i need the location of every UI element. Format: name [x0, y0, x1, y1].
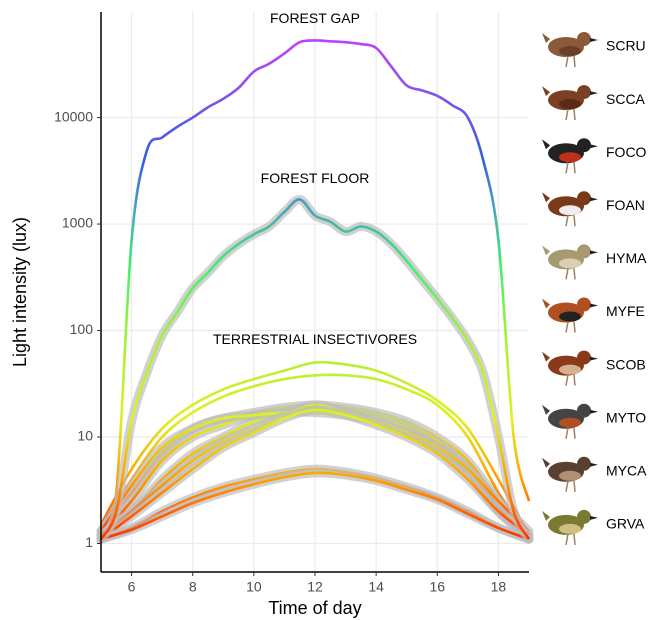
- y-tick-label: 1000: [62, 215, 93, 231]
- species-label: FOAN: [606, 197, 645, 213]
- bird-icon: [542, 509, 598, 546]
- bird-icon: [542, 85, 598, 121]
- annotation: FOREST GAP: [270, 10, 360, 26]
- line: [99, 198, 531, 540]
- bird-icon: [542, 350, 598, 386]
- species-label: FOCO: [606, 144, 647, 160]
- annotation: TERRESTRIAL INSECTIVORES: [213, 331, 417, 347]
- species-label: SCRU: [606, 38, 646, 54]
- species-label: MYTO: [606, 409, 646, 425]
- line: [99, 373, 531, 536]
- bird-icon: [542, 403, 598, 439]
- x-axis-title: Time of day: [268, 598, 361, 618]
- species-label: SCOB: [606, 356, 646, 372]
- bird-icon: [542, 456, 598, 492]
- bird-icon: [542, 297, 598, 333]
- y-tick-label: 100: [70, 321, 94, 337]
- x-tick-label: 18: [491, 579, 507, 595]
- species-legend: SCRU SCCA FOCO FOAN HYMA MYFE SCOB MYTO MYCA GRVA: [542, 32, 647, 546]
- bird-icon: [542, 191, 598, 227]
- x-tick-label: 12: [307, 579, 323, 595]
- x-tick-label: 10: [246, 579, 262, 595]
- bird-icon: [542, 138, 598, 174]
- bird-icon: [542, 32, 598, 68]
- y-tick-label: 10000: [54, 108, 93, 124]
- line: [99, 360, 531, 536]
- line: [100, 471, 530, 541]
- annotation: FOREST FLOOR: [261, 170, 370, 186]
- y-tick-label: 10: [77, 428, 93, 444]
- x-tick-label: 6: [128, 579, 136, 595]
- species-label: HYMA: [606, 250, 647, 266]
- x-tick-label: 14: [368, 579, 384, 595]
- species-label: MYFE: [606, 303, 645, 319]
- y-axis-title: Light intensity (lux): [10, 217, 30, 367]
- bird-icon: [542, 244, 598, 280]
- line: [100, 403, 530, 537]
- species-label: SCCA: [606, 91, 646, 107]
- line: [100, 408, 530, 541]
- line: [99, 39, 531, 536]
- y-tick-label: 1: [85, 534, 93, 550]
- species-label: GRVA: [606, 516, 645, 532]
- x-tick-label: 16: [429, 579, 445, 595]
- species-label: MYCA: [606, 463, 647, 479]
- x-tick-label: 8: [189, 579, 197, 595]
